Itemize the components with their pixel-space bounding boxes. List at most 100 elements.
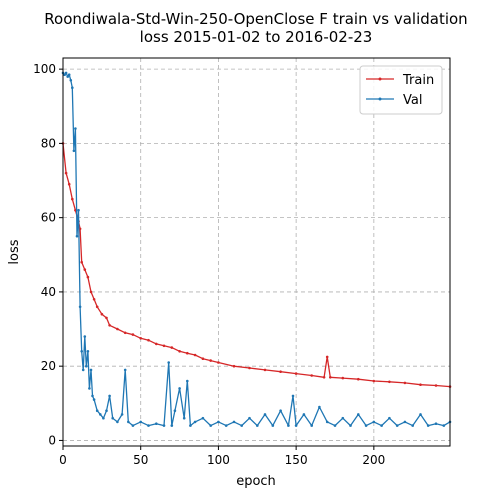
- series-train-point: [67, 182, 71, 186]
- y-tick-label: 100: [33, 62, 56, 76]
- series-val-point: [217, 420, 220, 424]
- series-val-point: [395, 424, 399, 427]
- series-val-point: [108, 394, 111, 398]
- series-val-point: [294, 424, 298, 427]
- series-val-point: [80, 350, 83, 353]
- series-val-point: [127, 420, 130, 424]
- x-tick-label: 200: [362, 453, 385, 467]
- series-train-point: [434, 384, 438, 387]
- series-train-point: [71, 197, 74, 201]
- grid: [62, 58, 450, 446]
- series-train-point: [100, 312, 104, 316]
- series-val-point: [248, 416, 251, 420]
- series-val-point: [99, 413, 102, 416]
- series-val-point: [325, 420, 329, 424]
- series-val-point: [310, 424, 314, 427]
- y-tick-label: 60: [41, 211, 56, 225]
- series-val-point: [89, 368, 93, 372]
- series-train-point: [193, 353, 197, 357]
- series-train-point: [201, 357, 205, 361]
- series-train-point: [209, 359, 212, 362]
- plot-frame: [62, 57, 451, 447]
- series-val-point: [388, 416, 391, 420]
- chart-title-line-1: Roondiwala-Std-Win-250-OpenClose F train…: [44, 10, 467, 28]
- series-train-point: [105, 316, 108, 320]
- series-train-point: [92, 298, 96, 301]
- series-train-point: [186, 351, 189, 355]
- series-val-point: [333, 424, 337, 427]
- series-val-point: [291, 394, 295, 398]
- series-val-point: [81, 368, 85, 372]
- series-val-point: [224, 424, 228, 427]
- series-val-point: [72, 149, 76, 153]
- series-val-point: [209, 424, 212, 427]
- series-val-point: [67, 73, 71, 76]
- series-val-point: [411, 424, 415, 427]
- legend-val-marker: [378, 97, 382, 101]
- series-train-point: [147, 338, 150, 342]
- y-tick-label: 20: [41, 359, 56, 373]
- series-val-point: [240, 424, 243, 427]
- series-train-point: [178, 350, 181, 353]
- series-val-point: [193, 420, 197, 424]
- series-train-point: [263, 368, 267, 372]
- series-train-point: [155, 342, 158, 346]
- series-train-point: [123, 331, 127, 335]
- series-val-point: [92, 398, 96, 401]
- series-val-point: [147, 424, 150, 427]
- series-val-point: [189, 424, 192, 427]
- y-tick-label: 0: [48, 433, 56, 447]
- series-val-point: [287, 424, 290, 427]
- series-train-point: [310, 374, 314, 377]
- series-val-point: [419, 413, 422, 416]
- series-val-point: [442, 424, 446, 427]
- series-train-point: [329, 376, 332, 379]
- series-train-point: [139, 337, 142, 340]
- series-val-line: [62, 72, 451, 427]
- series-val-point: [271, 424, 275, 427]
- legend-val-label: Val: [403, 93, 422, 108]
- series-val-point: [173, 409, 177, 413]
- series-val-point: [302, 413, 306, 416]
- series-val-point: [85, 364, 88, 368]
- series-train-point: [403, 381, 407, 385]
- series-val-point: [364, 424, 368, 427]
- series-val: [61, 71, 452, 427]
- series-val-point: [75, 234, 79, 238]
- x-tick-label: 0: [59, 453, 67, 467]
- series-val-point: [111, 416, 114, 420]
- series-train-point: [248, 366, 251, 370]
- series-train-line: [62, 143, 451, 388]
- series-train-point: [279, 370, 282, 374]
- series-train-point: [419, 383, 422, 387]
- series-val-point: [182, 416, 186, 420]
- series-val-point: [232, 420, 236, 424]
- series-train-point: [64, 171, 68, 175]
- series-train-point: [372, 379, 376, 383]
- series-train-point: [131, 333, 135, 336]
- series-val-point: [78, 305, 82, 309]
- series-val-point: [91, 394, 94, 398]
- series-val-point: [74, 127, 77, 130]
- series-val-point: [155, 422, 158, 426]
- series-val-point: [66, 75, 69, 78]
- series-val-point: [162, 424, 166, 427]
- series-val-point: [341, 416, 345, 420]
- series-val-point: [357, 413, 360, 416]
- series-val-point: [95, 409, 99, 413]
- series-val-point: [71, 86, 74, 89]
- series-val-point: [186, 379, 189, 383]
- series-train-point: [89, 290, 93, 294]
- series-val-point: [64, 71, 68, 75]
- series-val-point: [131, 424, 135, 427]
- series-val-point: [349, 424, 352, 427]
- series-val-point: [102, 416, 105, 420]
- y-axis-label: loss: [7, 239, 22, 264]
- series-layer: [61, 71, 452, 427]
- series-train-point: [95, 305, 99, 309]
- series-train-point: [322, 376, 326, 379]
- x-tick-label: 100: [207, 453, 230, 467]
- series-train-point: [80, 260, 83, 264]
